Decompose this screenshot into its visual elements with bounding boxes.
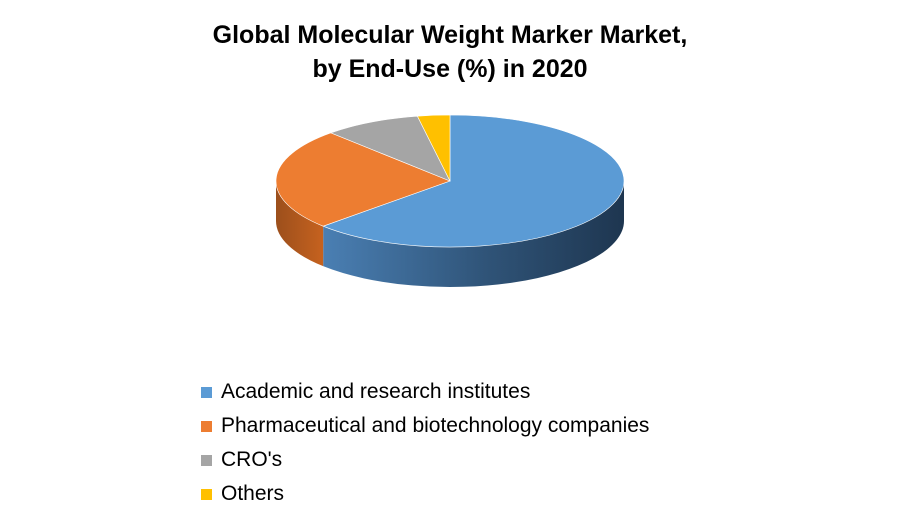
legend-swatch-cro bbox=[201, 454, 212, 466]
legend-label-others: Others bbox=[221, 482, 285, 505]
pie-slice-others bbox=[416, 114, 451, 182]
pie-side-pharma bbox=[276, 181, 324, 267]
legend-item-pharma: Pharmaceutical and biotechnology compani… bbox=[201, 409, 801, 443]
legend-swatch-others bbox=[201, 488, 212, 500]
legend-item-cro: CRO's bbox=[201, 443, 801, 477]
legend-swatch-pharma bbox=[201, 420, 212, 432]
pie-slice-academic bbox=[322, 114, 625, 248]
pie-tops bbox=[275, 114, 625, 248]
legend-label-cro: CRO's bbox=[221, 448, 283, 471]
chart-title-line-1: Global Molecular Weight Marker Market, bbox=[212, 21, 688, 49]
legend: Academic and research institutes Pharmac… bbox=[201, 375, 801, 511]
legend-item-academic: Academic and research institutes bbox=[201, 375, 801, 409]
chart-title: Global Molecular Weight Marker Market, b… bbox=[0, 18, 900, 86]
legend-swatch-academic bbox=[201, 386, 212, 398]
pie-slice-pharma bbox=[275, 132, 451, 227]
chart-title-line-2: by End-Use (%) in 2020 bbox=[312, 55, 588, 83]
legend-item-others: Others bbox=[201, 477, 801, 511]
legend-label-academic: Academic and research institutes bbox=[221, 380, 531, 403]
pie-side-academic bbox=[323, 181, 624, 288]
pie-sides bbox=[276, 181, 624, 288]
pie-slice-cro bbox=[330, 115, 451, 182]
legend-label-pharma: Pharmaceutical and biotechnology compani… bbox=[221, 414, 650, 437]
